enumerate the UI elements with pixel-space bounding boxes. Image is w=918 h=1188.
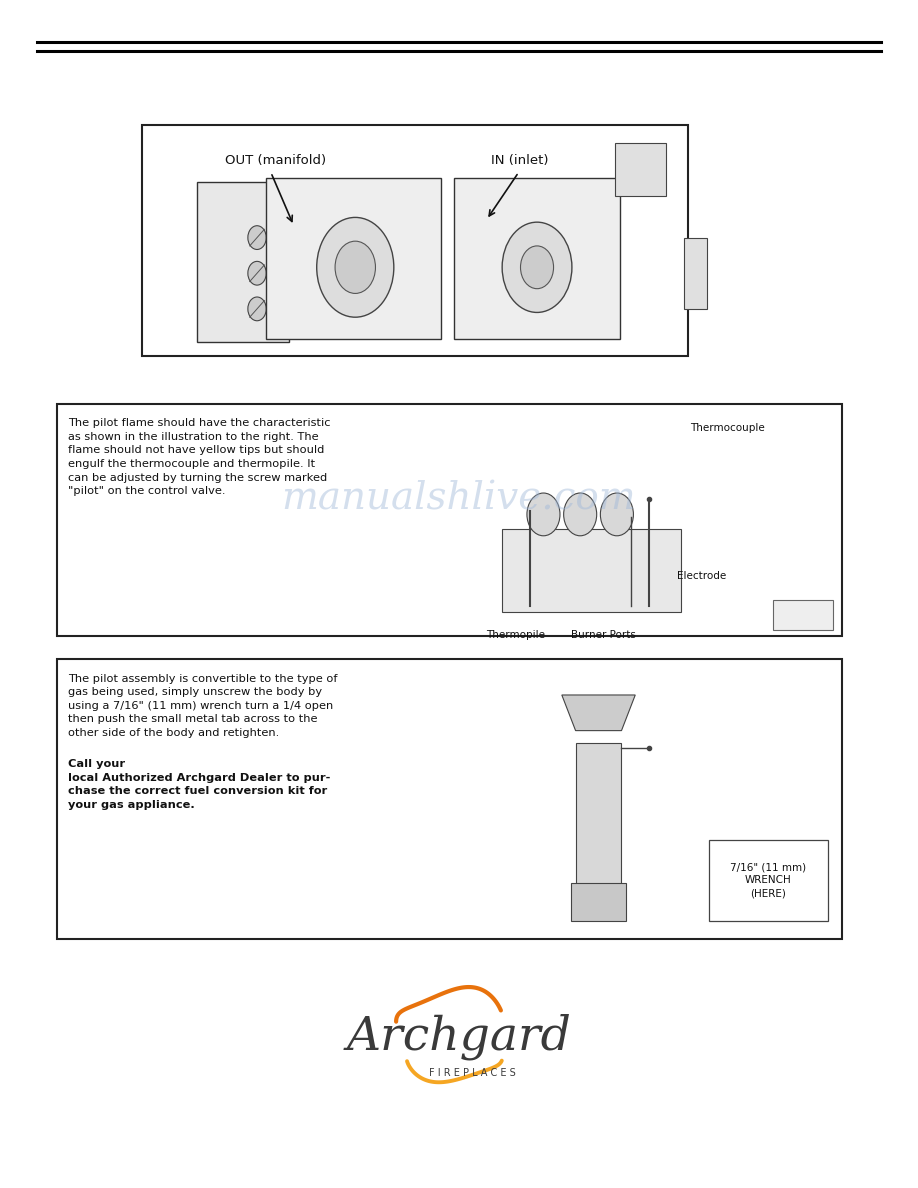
Text: Call your
local Authorized Archgard Dealer to pur-
chase the correct fuel conver: Call your local Authorized Archgard Deal… xyxy=(68,759,330,810)
Text: 7/16" (11 mm)
WRENCH
(HERE): 7/16" (11 mm) WRENCH (HERE) xyxy=(731,862,806,898)
Bar xyxy=(684,238,707,309)
Bar xyxy=(57,659,842,939)
Text: The pilot assembly is convertible to the type of
gas being used, simply unscrew : The pilot assembly is convertible to the… xyxy=(68,674,338,738)
Circle shape xyxy=(564,493,597,536)
Bar xyxy=(576,742,621,885)
Text: Thermopile: Thermopile xyxy=(487,630,545,639)
Circle shape xyxy=(248,261,266,285)
Text: F I R E P L A C E S: F I R E P L A C E S xyxy=(430,1068,516,1078)
Circle shape xyxy=(600,493,633,536)
Circle shape xyxy=(502,222,572,312)
Bar xyxy=(57,404,842,636)
Bar xyxy=(709,840,828,921)
Circle shape xyxy=(521,246,554,289)
Bar xyxy=(197,182,289,342)
Circle shape xyxy=(527,493,560,536)
Text: IN (inlet): IN (inlet) xyxy=(491,154,549,168)
Text: The pilot flame should have the characteristic
as shown in the illustration to t: The pilot flame should have the characte… xyxy=(68,418,330,497)
Bar xyxy=(502,529,681,612)
Text: Burner Ports: Burner Ports xyxy=(571,630,635,639)
Circle shape xyxy=(248,226,266,249)
Circle shape xyxy=(317,217,394,317)
Bar xyxy=(571,883,626,921)
Text: Electrode: Electrode xyxy=(677,571,726,581)
Bar xyxy=(142,125,688,356)
Bar xyxy=(615,143,666,196)
Text: Thermocouple: Thermocouple xyxy=(690,423,765,432)
Polygon shape xyxy=(562,695,635,731)
Bar xyxy=(266,178,441,339)
Text: Archgard: Archgard xyxy=(347,1013,571,1061)
Text: manualshlive.com: manualshlive.com xyxy=(282,480,636,518)
Text: OUT (manifold): OUT (manifold) xyxy=(225,154,326,168)
Circle shape xyxy=(248,297,266,321)
Circle shape xyxy=(335,241,375,293)
Bar xyxy=(773,600,833,630)
Bar xyxy=(454,178,620,339)
